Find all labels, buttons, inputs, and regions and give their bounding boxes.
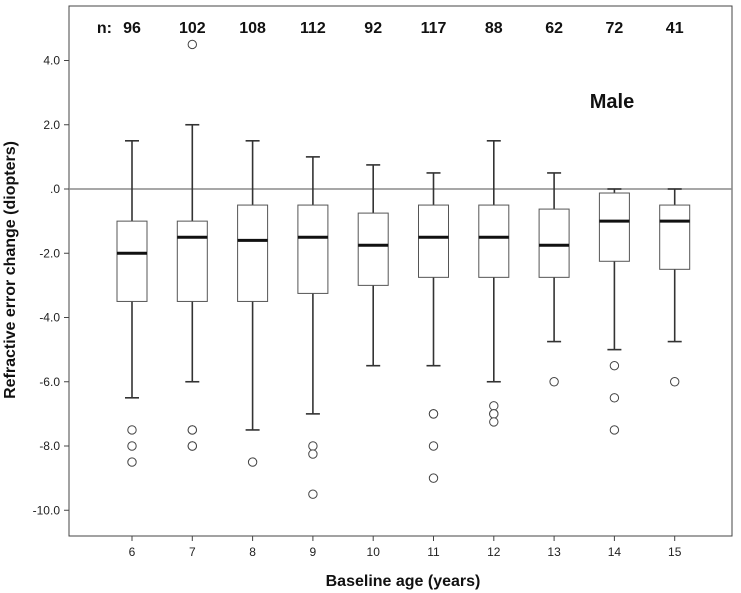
x-tick-label: 7 [189, 545, 196, 559]
y-axis-title: Refractive error change (diopters) [2, 141, 19, 399]
box-15 [659, 188, 691, 387]
y-tick-label: -6.0 [39, 375, 60, 389]
outlier-point [308, 441, 318, 451]
y-tick-label: -10.0 [33, 503, 61, 517]
box-12 [478, 140, 510, 427]
y-tick-label: -4.0 [39, 311, 60, 325]
box-iqr [659, 204, 691, 270]
outlier-point [187, 425, 198, 435]
box-10 [357, 164, 389, 367]
box-8 [237, 140, 269, 467]
outlier-point [127, 441, 137, 451]
outlier-point [609, 425, 620, 435]
n-count-label: 102 [179, 20, 206, 37]
x-tick-label: 9 [310, 545, 317, 559]
outlier-point [609, 360, 620, 371]
outlier-point [670, 377, 680, 387]
n-count-label: 108 [239, 20, 266, 37]
box-iqr [297, 204, 329, 294]
x-tick-label: 14 [608, 545, 622, 559]
outlier-point [489, 401, 499, 411]
x-tick-label: 13 [547, 545, 561, 559]
y-tick-label: .0 [50, 182, 60, 196]
outlier-point [308, 489, 318, 499]
panel-label: Male [590, 91, 634, 113]
box-14 [598, 188, 630, 435]
box-6 [116, 140, 148, 467]
box-9 [297, 156, 329, 499]
outlier-point [489, 417, 499, 427]
box-iqr [237, 204, 269, 302]
box-13 [538, 172, 570, 387]
box-iqr [116, 220, 148, 302]
y-tick-label: -2.0 [39, 246, 60, 260]
box-11 [418, 172, 449, 483]
plot-area-frame [68, 5, 733, 537]
y-tick-label: 4.0 [43, 54, 60, 68]
x-tick-label: 10 [367, 545, 381, 559]
box-iqr [418, 204, 449, 278]
outlier-point [187, 39, 198, 50]
box-iqr [478, 204, 510, 278]
n-count-label: 112 [300, 20, 326, 37]
outlier-point [489, 409, 499, 419]
y-tick-label: -8.0 [39, 439, 60, 453]
n-count-label: 92 [364, 20, 382, 37]
box-iqr [538, 208, 570, 278]
outlier-point [549, 377, 559, 387]
x-tick-label: 12 [487, 545, 501, 559]
x-tick-label: 15 [668, 545, 682, 559]
x-tick-label: 11 [427, 545, 440, 559]
outlier-point [609, 393, 620, 403]
box-iqr [357, 212, 389, 286]
n-count-label: 117 [421, 20, 447, 37]
x-tick-label: 8 [249, 545, 256, 559]
n-count-label: 88 [485, 20, 503, 37]
n-prefix-label: n: [97, 20, 112, 37]
y-tick-label: 2.0 [43, 118, 60, 132]
outlier-point [428, 441, 439, 451]
x-axis-title: Baseline age (years) [326, 573, 481, 590]
outlier-point [127, 425, 137, 435]
n-count-label: 62 [545, 20, 563, 37]
n-count-label: 72 [606, 20, 624, 37]
outlier-point [428, 409, 439, 419]
outlier-point [308, 449, 318, 459]
n-count-label: 96 [123, 20, 141, 37]
outlier-point [428, 473, 439, 483]
x-tick-label: 6 [129, 545, 136, 559]
n-count-label: 41 [666, 20, 684, 37]
box-iqr [598, 192, 630, 262]
box-iqr [176, 220, 208, 302]
outlier-point [127, 457, 137, 467]
outlier-point [187, 441, 198, 451]
box-7 [176, 39, 208, 451]
outlier-point [247, 457, 258, 467]
